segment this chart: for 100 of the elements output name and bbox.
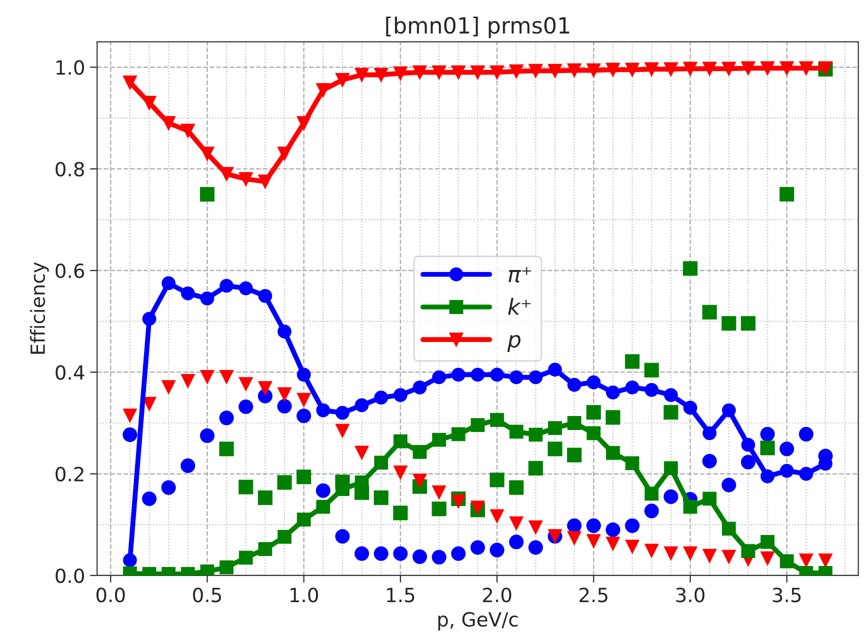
point bbox=[624, 354, 640, 369]
point bbox=[277, 387, 292, 402]
point bbox=[644, 62, 659, 76]
y-axis-title: Efficiency bbox=[30, 262, 49, 354]
point bbox=[664, 62, 678, 76]
point bbox=[238, 377, 254, 392]
point bbox=[258, 490, 272, 505]
point bbox=[180, 124, 195, 138]
point bbox=[722, 62, 736, 76]
point bbox=[220, 278, 234, 293]
point bbox=[490, 472, 504, 488]
point bbox=[760, 426, 775, 442]
point bbox=[567, 448, 582, 462]
point bbox=[528, 428, 543, 442]
point bbox=[702, 492, 717, 506]
point bbox=[490, 65, 504, 80]
point bbox=[354, 68, 369, 82]
point bbox=[335, 424, 350, 438]
y-tick-label: 0.0 bbox=[56, 568, 84, 584]
point bbox=[122, 408, 138, 424]
point bbox=[238, 399, 254, 414]
point bbox=[219, 442, 234, 456]
point bbox=[682, 261, 698, 276]
point bbox=[180, 458, 196, 473]
point bbox=[586, 426, 601, 440]
x-tick-label: 1.5 bbox=[387, 588, 414, 602]
x-tick-label: 0.5 bbox=[193, 588, 221, 602]
y-tick-label: 0.8 bbox=[56, 162, 84, 177]
point bbox=[278, 530, 292, 544]
legend-label: k⁺ bbox=[508, 298, 530, 315]
point bbox=[760, 551, 775, 566]
point bbox=[180, 286, 195, 300]
point bbox=[316, 483, 330, 498]
point bbox=[490, 413, 504, 427]
point bbox=[760, 440, 775, 456]
point bbox=[336, 72, 350, 87]
point bbox=[606, 446, 620, 460]
point bbox=[432, 370, 446, 384]
point bbox=[412, 380, 427, 394]
point bbox=[509, 534, 524, 550]
point bbox=[780, 61, 794, 76]
point bbox=[799, 466, 814, 481]
point bbox=[278, 146, 292, 161]
point bbox=[664, 546, 678, 561]
point bbox=[606, 522, 620, 538]
point bbox=[161, 380, 176, 395]
point bbox=[277, 398, 292, 414]
point bbox=[528, 64, 543, 78]
point bbox=[722, 403, 736, 418]
point bbox=[798, 426, 814, 442]
point bbox=[625, 456, 640, 470]
point bbox=[432, 550, 446, 564]
point bbox=[683, 400, 698, 415]
point bbox=[664, 405, 678, 420]
point bbox=[664, 388, 678, 402]
point bbox=[354, 398, 369, 412]
point bbox=[741, 61, 756, 76]
point bbox=[374, 546, 388, 561]
point bbox=[509, 480, 524, 495]
point bbox=[606, 62, 620, 77]
point bbox=[123, 553, 137, 568]
point bbox=[760, 534, 774, 549]
point bbox=[567, 416, 582, 430]
x-tick-label: 0.0 bbox=[96, 588, 125, 602]
point bbox=[374, 68, 388, 82]
point bbox=[277, 475, 292, 490]
point bbox=[393, 466, 408, 480]
point bbox=[528, 540, 543, 555]
x-tick-label: 3.5 bbox=[772, 588, 801, 602]
point bbox=[644, 486, 659, 501]
point bbox=[238, 480, 254, 494]
point bbox=[296, 470, 312, 484]
point bbox=[200, 186, 215, 202]
point bbox=[296, 408, 312, 424]
point bbox=[451, 546, 466, 561]
point bbox=[432, 432, 446, 447]
point bbox=[470, 368, 485, 382]
point bbox=[586, 405, 601, 420]
x-tick-label: 3.0 bbox=[676, 588, 704, 602]
point bbox=[123, 76, 137, 90]
point bbox=[740, 316, 756, 331]
point bbox=[722, 316, 736, 331]
point bbox=[180, 374, 196, 389]
point bbox=[200, 146, 214, 161]
point bbox=[393, 546, 408, 561]
point bbox=[412, 474, 428, 488]
point bbox=[470, 65, 485, 80]
point bbox=[220, 167, 234, 181]
point bbox=[586, 375, 601, 390]
point bbox=[393, 388, 408, 402]
point bbox=[412, 549, 428, 564]
point bbox=[606, 536, 620, 552]
point bbox=[644, 544, 659, 558]
point bbox=[567, 378, 582, 392]
x-tick-label: 1.0 bbox=[290, 588, 318, 602]
point bbox=[702, 548, 717, 564]
point bbox=[567, 531, 582, 546]
point bbox=[258, 174, 272, 189]
point bbox=[393, 434, 408, 448]
point bbox=[567, 63, 582, 78]
